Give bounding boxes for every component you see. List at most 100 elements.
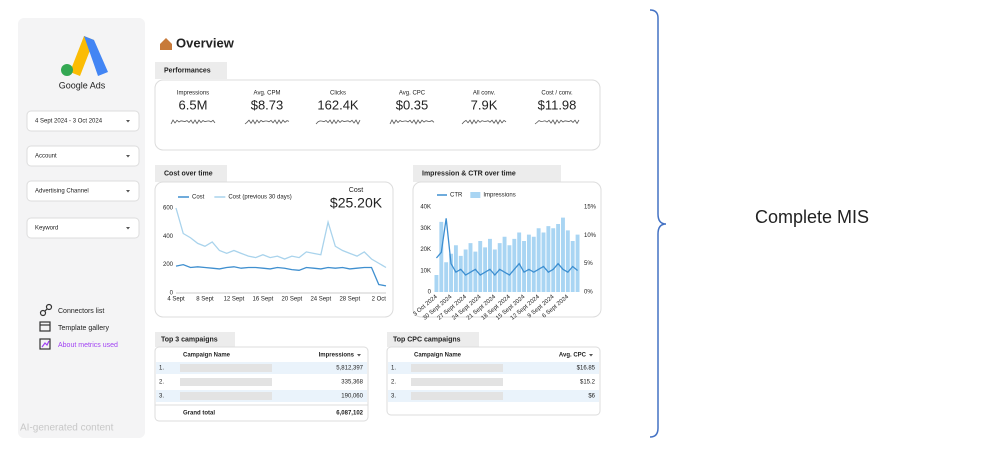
y-tick-label: 10K bbox=[420, 268, 431, 274]
bar bbox=[546, 226, 551, 292]
redacted-name bbox=[411, 364, 503, 372]
redacted-name bbox=[180, 392, 272, 400]
y-tick-label: 600 bbox=[163, 206, 174, 212]
bar bbox=[565, 230, 570, 292]
filter-label: Account bbox=[35, 154, 57, 160]
row-rank: 1. bbox=[391, 366, 396, 372]
y-tick-label: 30K bbox=[420, 226, 431, 232]
kpi-sparkline bbox=[244, 119, 290, 125]
section-tab bbox=[155, 62, 227, 79]
x-tick-label: 2 Oct bbox=[372, 297, 387, 303]
y-tick-label: 400 bbox=[163, 234, 174, 240]
bracket bbox=[649, 9, 667, 438]
bar bbox=[541, 232, 546, 292]
sidebar-link[interactable]: Template gallery bbox=[58, 325, 109, 332]
bar bbox=[453, 245, 458, 292]
filter-dropdown[interactable] bbox=[26, 145, 140, 167]
legend-label: Cost (previous 30 days) bbox=[228, 195, 291, 201]
bar bbox=[444, 262, 449, 292]
bar bbox=[463, 249, 468, 292]
row-rank: 3. bbox=[391, 394, 396, 400]
row-rank: 3. bbox=[159, 394, 164, 400]
x-tick-label: 20 Sept bbox=[282, 297, 303, 303]
redacted-name bbox=[411, 392, 503, 400]
bar bbox=[478, 241, 483, 292]
logo-text: Google Ads bbox=[59, 80, 106, 90]
bar bbox=[449, 253, 453, 292]
y-tick-label: 5% bbox=[584, 261, 593, 267]
bar bbox=[551, 228, 556, 292]
row-rank: 1. bbox=[159, 366, 164, 372]
bar bbox=[483, 247, 488, 292]
legend-label: Impressions bbox=[483, 193, 515, 199]
kpi-sparkline bbox=[534, 119, 580, 125]
kpi-value: 7.9K bbox=[471, 97, 498, 112]
dropdown-caret bbox=[126, 227, 130, 230]
row-rank: 2. bbox=[391, 380, 396, 386]
row-metric: 5,812,397 bbox=[336, 366, 363, 372]
bar bbox=[536, 228, 541, 292]
sidebar-link[interactable]: Connectors list bbox=[58, 308, 104, 315]
row-metric: $6 bbox=[588, 394, 595, 400]
column-header: Campaign Name bbox=[414, 353, 462, 359]
section-tab bbox=[155, 332, 235, 347]
y-tick-label: 0 bbox=[428, 290, 432, 296]
bar bbox=[556, 224, 561, 292]
kpi-label: Cost / conv. bbox=[541, 91, 573, 97]
kpi-label: Impressions bbox=[177, 91, 209, 97]
bar bbox=[561, 217, 565, 292]
x-tick-label: 16 Sept bbox=[253, 297, 274, 303]
filter-dropdown[interactable] bbox=[26, 110, 140, 132]
legend-label: Cost bbox=[192, 195, 205, 201]
kpi-value: $8.73 bbox=[251, 97, 284, 112]
kpi-value: $0.35 bbox=[396, 97, 429, 112]
line-series bbox=[175, 207, 387, 269]
row-metric: 335,368 bbox=[341, 380, 363, 386]
dropdown-caret bbox=[126, 120, 130, 123]
row-metric: $15.2 bbox=[580, 380, 596, 386]
x-tick-label: 28 Sept bbox=[339, 297, 360, 303]
section-title: Performances bbox=[164, 67, 211, 74]
column-header: Avg. CPC bbox=[559, 353, 587, 359]
dropdown-caret bbox=[357, 354, 361, 357]
total-label: Grand total bbox=[183, 411, 215, 417]
bar bbox=[522, 241, 526, 292]
y-tick-label: 0% bbox=[584, 290, 593, 296]
bar bbox=[507, 245, 512, 292]
filter-dropdown[interactable] bbox=[26, 217, 140, 239]
column-header: Campaign Name bbox=[183, 353, 231, 359]
legend-swatch bbox=[470, 192, 481, 198]
y-tick-label: 40K bbox=[420, 205, 431, 211]
scorecard-value: $25.20K bbox=[330, 195, 383, 211]
kpi-sparkline bbox=[461, 119, 507, 125]
bar bbox=[468, 243, 473, 292]
bar bbox=[488, 238, 492, 292]
section-tab bbox=[413, 165, 561, 182]
total-metric: 6,087,102 bbox=[336, 411, 363, 417]
y-tick-label: 15% bbox=[584, 205, 597, 211]
kpi-sparkline bbox=[389, 119, 435, 125]
google-ads-logo bbox=[61, 36, 108, 76]
filter-dropdown[interactable] bbox=[26, 180, 140, 202]
line-series bbox=[175, 263, 387, 287]
legend-label: CTR bbox=[450, 193, 463, 199]
bar bbox=[497, 243, 502, 292]
bar bbox=[526, 234, 531, 292]
sidebar-footer: AI-generated content bbox=[20, 423, 114, 434]
bar bbox=[517, 232, 522, 292]
y-tick-label: 20K bbox=[420, 247, 431, 253]
table-title: Top 3 campaigns bbox=[161, 336, 218, 343]
bar bbox=[502, 236, 507, 292]
redacted-name bbox=[180, 378, 272, 386]
y-tick-label: 10% bbox=[584, 233, 597, 239]
bar bbox=[531, 236, 536, 292]
table-title: Top CPC campaigns bbox=[393, 336, 461, 343]
dropdown-caret bbox=[126, 155, 130, 158]
kpi-sparkline bbox=[170, 119, 216, 125]
row-metric: $16.85 bbox=[577, 366, 596, 372]
kpi-label: Clicks bbox=[330, 91, 346, 97]
kpi-sparkline bbox=[315, 119, 361, 125]
kpi-label: Avg. CPM bbox=[254, 91, 281, 97]
overview-icon bbox=[160, 38, 172, 50]
sidebar-link[interactable]: About metrics used bbox=[58, 342, 118, 349]
